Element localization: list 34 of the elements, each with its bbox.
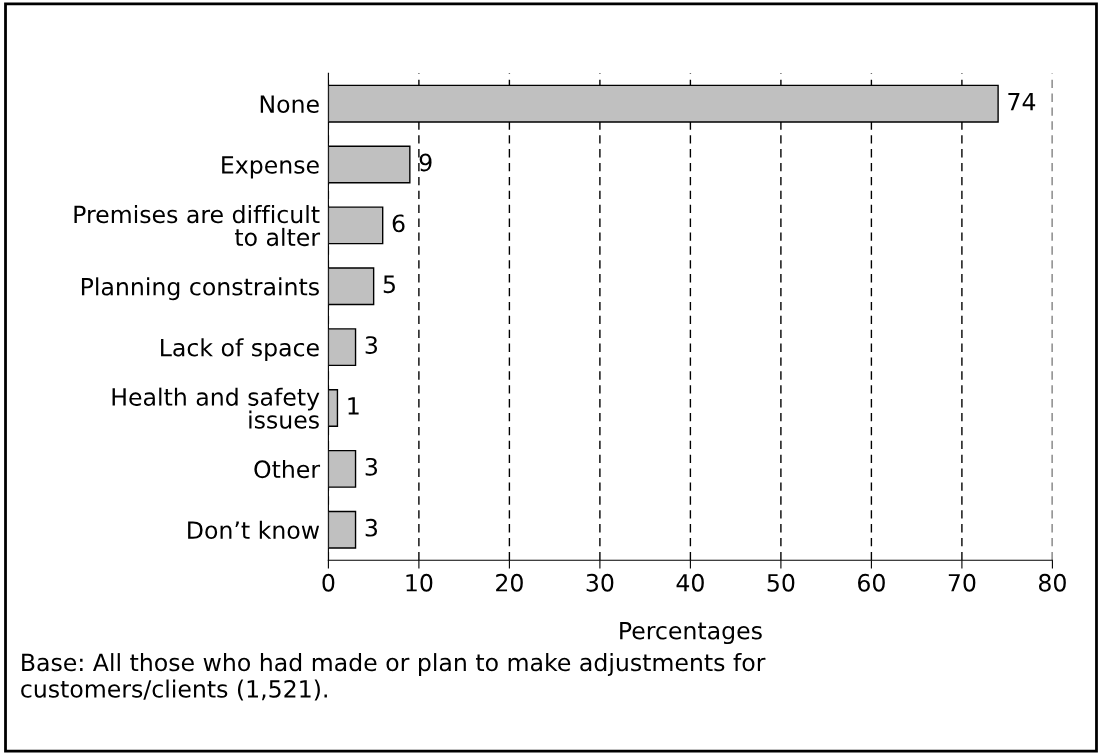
y-tick-label: Planning constraints: [81, 277, 319, 301]
y-tick-label: Expense: [222, 156, 319, 179]
x-tick-label: 50: [767, 573, 795, 592]
x-tick-label: 30: [586, 573, 614, 592]
data-label: 3: [365, 518, 378, 537]
x-tick-label: 70: [948, 573, 976, 592]
data-label: 9: [419, 153, 432, 172]
bar: [328, 206, 384, 245]
text: Base: All those who had made or plan to make adjustments for customers/clients (1,521).: [21, 653, 766, 701]
data-label: 3: [365, 336, 378, 355]
y-tick-label: Other: [254, 459, 321, 479]
y-tick-label: Premises are difficult to alter: [74, 205, 321, 247]
x-tick-label: 10: [406, 573, 433, 592]
x-axis-title: Percentages: [620, 621, 762, 645]
data-label: 5: [383, 275, 395, 294]
data-label: 6: [392, 214, 405, 233]
bar: [328, 389, 339, 427]
y-tick-label: Health and safety issues: [112, 387, 320, 429]
bar: [328, 449, 357, 488]
data-label: 74: [1008, 92, 1036, 111]
x-tick-label: 20: [496, 573, 523, 592]
bar: [328, 145, 411, 184]
bar: [328, 510, 357, 549]
bar: [328, 267, 375, 306]
x-tick-label: 0: [322, 573, 335, 592]
x-tick-label: 80: [1038, 573, 1066, 592]
y-tick-label: None: [260, 95, 319, 113]
y-tick-label: Don’t know: [188, 520, 320, 540]
data-label: 3: [365, 457, 378, 476]
x-tick-label: 60: [858, 573, 885, 592]
y-tick-label: Lack of space: [161, 338, 319, 362]
bar: [328, 328, 357, 367]
x-tick-label: 40: [676, 573, 704, 592]
data-label: 1: [348, 397, 359, 415]
